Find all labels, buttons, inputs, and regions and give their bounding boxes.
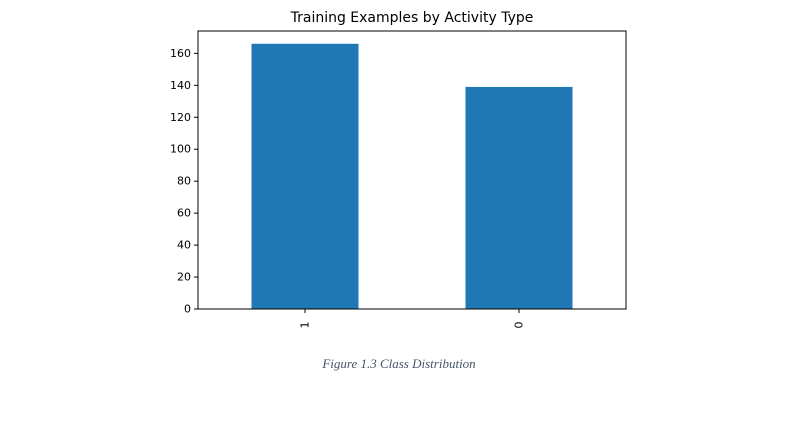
y-tick-label: 40 — [177, 239, 191, 252]
y-tick-label: 80 — [177, 175, 191, 188]
bar-0 — [465, 86, 573, 309]
bar-chart: Training Examples by Activity Type 0 20 40… — [170, 10, 627, 329]
y-tick-label: 0 — [184, 303, 191, 316]
x-tick-label: 0 — [513, 322, 526, 329]
figure-caption: Figure 1.3 Class Distribution — [322, 356, 476, 371]
y-tick-label: 120 — [170, 111, 191, 124]
bar-1 — [251, 43, 359, 309]
plot-frame — [197, 30, 627, 310]
y-tick-label: 160 — [170, 47, 191, 60]
y-tick-label: 60 — [177, 207, 191, 220]
y-axis: 0 20 40 60 80 100 120 140 160 — [170, 47, 198, 316]
y-tick-label: 100 — [170, 143, 191, 156]
bars-layer — [251, 43, 573, 309]
y-tick-label: 20 — [177, 271, 191, 284]
chart-title: Training Examples by Activity Type — [290, 10, 534, 26]
x-tick-label: 1 — [299, 322, 312, 329]
y-tick-label: 140 — [170, 79, 191, 92]
